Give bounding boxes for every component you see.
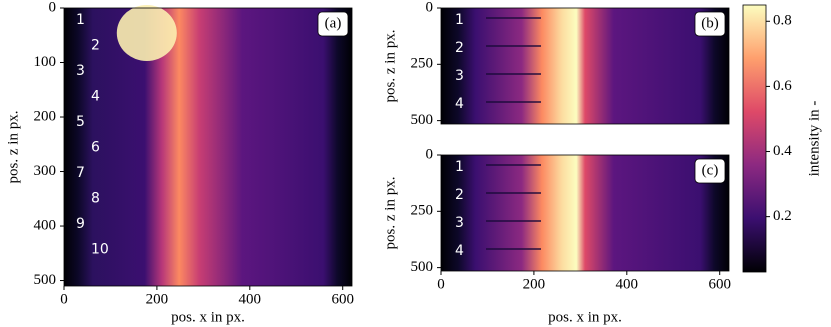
x-tick-label: 200 [146,291,169,307]
x-tick-label: 400 [239,291,262,307]
x-tick-label: 0 [437,276,445,292]
annotation: 1 [455,159,464,175]
x-axis-label: pos. x in px. [171,309,245,325]
panel-label-box [694,11,726,37]
panel-label: (c) [702,162,719,178]
colorbar-tick-label: 0.2 [773,208,792,224]
axes-frame [63,7,353,287]
heatmap-image [441,8,729,124]
x-axis-label: pos. x in px. [548,309,622,325]
annotation: 1 [76,12,85,28]
x-tick-label: 200 [523,276,546,292]
annotation: 4 [455,96,464,112]
y-tick-label: 0 [426,0,434,15]
y-tick-label: 400 [34,217,57,233]
y-axis-label: pos. z in px. [5,111,21,184]
heatmap-image [441,155,729,271]
panel-label-box [317,11,349,37]
annotation: 3 [76,63,85,79]
bright-region [116,5,177,61]
annotation: 8 [91,191,100,207]
colorbar-tick-label: 0.8 [773,13,792,29]
y-tick-label: 500 [411,112,434,128]
x-tick-label: 0 [60,291,68,307]
y-tick-label: 500 [411,259,434,275]
annotation: 2 [455,40,464,56]
panel-label: (b) [701,15,719,31]
y-axis-label: pos. z in px. [382,177,398,250]
annotation: 3 [455,68,464,84]
panel-label: (a) [325,15,342,31]
colorbar-tick-label: 0.4 [773,143,792,159]
annotation: 3 [455,215,464,231]
y-tick-label: 300 [34,163,57,179]
colorbar-tick-label: 0.6 [773,78,792,94]
annotation: 1 [455,12,464,28]
panel-label-box [694,158,726,184]
colorbar-label: intensity in - [806,101,822,177]
annotation: 10 [91,242,109,258]
x-tick-label: 400 [616,276,639,292]
annotation: 6 [91,140,100,156]
annotation: 5 [76,114,85,130]
y-tick-label: 250 [411,203,434,219]
colorbar [742,4,767,273]
annotation: 2 [455,187,464,203]
axes-frame [440,154,730,272]
y-tick-label: 0 [426,146,434,162]
y-tick-label: 100 [34,54,57,70]
annotation: 4 [91,89,100,105]
annotation: 9 [76,216,85,232]
x-tick-label: 600 [331,291,354,307]
y-tick-label: 250 [411,56,434,72]
x-tick-label: 600 [708,276,731,292]
y-tick-label: 200 [34,108,57,124]
annotation: 2 [91,38,100,54]
annotation: 4 [455,243,464,259]
axes-frame [440,7,730,125]
y-axis-label: pos. z in px. [382,30,398,103]
y-tick-label: 500 [34,272,57,288]
heatmap-image [64,8,352,286]
annotation: 7 [76,165,85,181]
y-tick-label: 0 [49,0,57,15]
